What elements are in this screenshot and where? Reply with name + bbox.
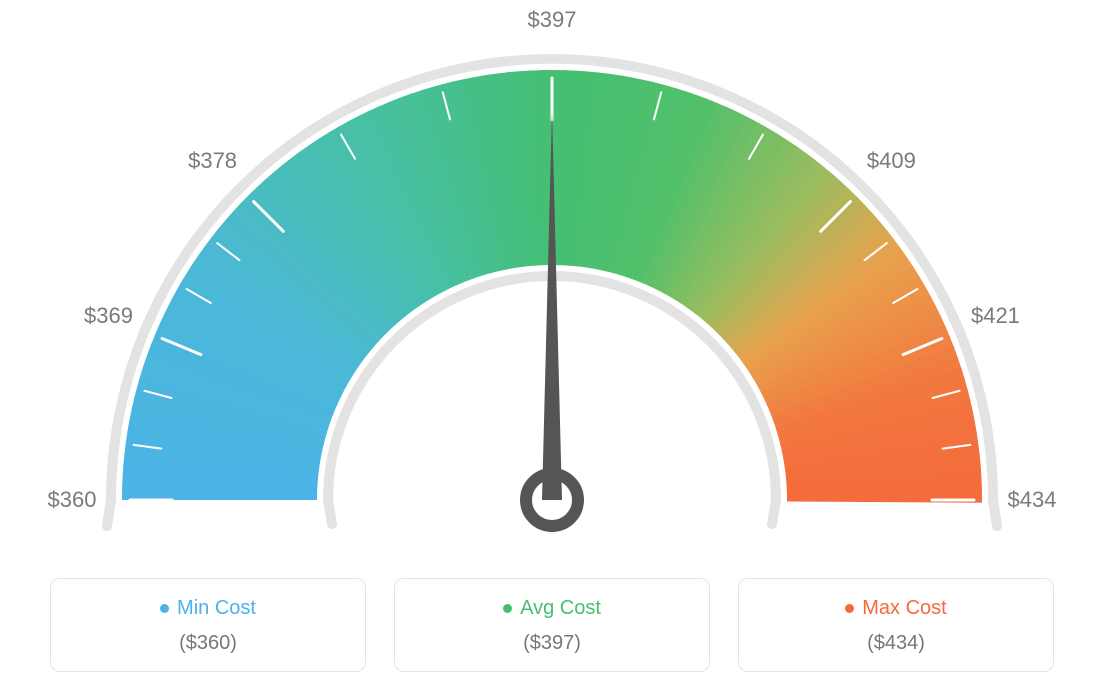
legend-title-text: Min Cost — [177, 597, 256, 620]
legend-title-text: Max Cost — [862, 597, 946, 620]
legend-title-text: Avg Cost — [520, 597, 601, 620]
cost-gauge-chart: $360 $369 $378 $397 $409 $421 $434 Min Cost ($… — [0, 0, 1104, 690]
legend-card-avg: Avg Cost ($397) — [394, 578, 710, 672]
gauge-svg — [0, 0, 1104, 560]
legend-value-avg: ($397) — [405, 632, 699, 655]
gauge-area: $360 $369 $378 $397 $409 $421 $434 — [0, 0, 1104, 560]
gauge-tick-label: $369 — [84, 303, 133, 329]
legend-title-avg: Avg Cost — [503, 597, 601, 620]
gauge-tick-label: $378 — [188, 148, 237, 174]
legend-card-min: Min Cost ($360) — [50, 578, 366, 672]
gauge-tick-label: $360 — [48, 487, 97, 513]
dot-icon — [503, 604, 512, 613]
dot-icon — [845, 604, 854, 613]
gauge-tick-label: $421 — [971, 303, 1020, 329]
legend-title-max: Max Cost — [845, 597, 946, 620]
gauge-tick-label: $409 — [867, 148, 916, 174]
gauge-tick-label: $434 — [1008, 487, 1057, 513]
legend-row: Min Cost ($360) Avg Cost ($397) Max Cost… — [50, 578, 1054, 672]
legend-value-min: ($360) — [61, 632, 355, 655]
dot-icon — [160, 604, 169, 613]
legend-title-min: Min Cost — [160, 597, 256, 620]
gauge-tick-label: $397 — [528, 7, 577, 33]
legend-value-max: ($434) — [749, 632, 1043, 655]
legend-card-max: Max Cost ($434) — [738, 578, 1054, 672]
